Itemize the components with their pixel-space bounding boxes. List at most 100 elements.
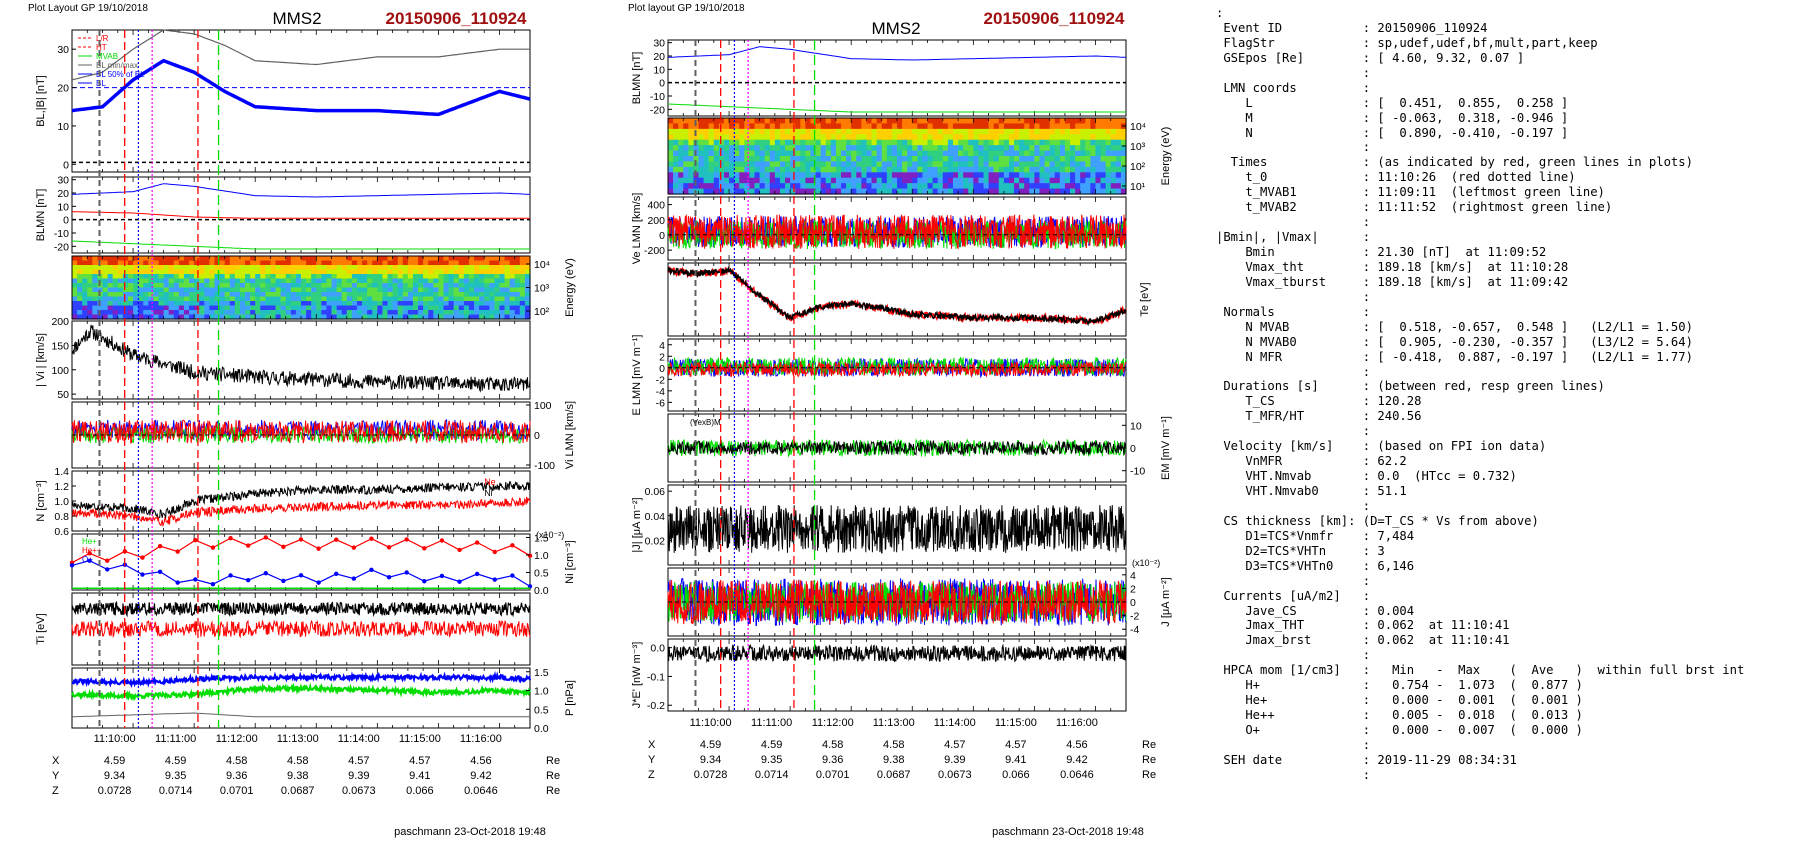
spectrogram-cell — [688, 145, 695, 152]
spectrogram-cell — [148, 265, 155, 271]
spectrogram-cell — [239, 310, 246, 316]
spectrogram-cell — [102, 310, 109, 316]
spectrogram-cell — [194, 283, 200, 289]
spectrogram-cell — [239, 278, 246, 284]
info-line: T_CS : 120.28 — [1216, 394, 1422, 409]
spectrogram-cell — [678, 183, 684, 190]
spectrogram-cell — [245, 269, 251, 275]
spectrogram-cell — [902, 172, 908, 179]
spectrogram-cell — [978, 188, 985, 195]
spectrogram-cell — [189, 274, 195, 280]
spectrogram-cell — [219, 314, 226, 320]
info-line: Vmax_tburst : 189.18 [km/s] at 11:09:42 — [1216, 274, 1569, 289]
spectrogram-cell — [321, 283, 328, 289]
spectrogram-cell — [1075, 166, 1081, 173]
spectrogram-cell — [229, 269, 236, 275]
spectrogram-cell — [397, 287, 404, 293]
spectrogram-cell — [749, 150, 756, 157]
spectrogram-cell — [143, 260, 149, 266]
spectrogram-cell — [886, 156, 893, 163]
spectrogram-cell — [270, 274, 277, 280]
spectrogram-cell — [769, 172, 776, 179]
spectrogram-cell — [326, 314, 333, 320]
spectrogram-cell — [1049, 134, 1056, 141]
spectrogram-cell — [458, 274, 465, 280]
spectrogram-cell — [362, 269, 368, 275]
spectrogram-cell — [458, 260, 465, 266]
spectrogram-cell — [805, 172, 812, 179]
y-tick-label: -2 — [656, 374, 665, 386]
spectrogram-cell — [402, 278, 409, 284]
y-tick-label: 4 — [659, 340, 665, 352]
spectrogram-cell — [112, 292, 119, 298]
spectrogram-cell — [876, 118, 883, 125]
spectrogram-cell — [438, 269, 445, 275]
spectrogram-cell — [774, 145, 781, 152]
spectrogram-cell — [270, 265, 277, 271]
spectrogram-cell — [87, 301, 93, 307]
spectrogram-cell — [1100, 177, 1107, 184]
spectrogram-cell — [835, 183, 842, 190]
spectrogram-cell — [1014, 188, 1020, 195]
spectrogram-cell — [204, 260, 210, 266]
spectrogram-cell — [825, 128, 832, 135]
spectrogram-cell — [759, 123, 766, 130]
spectrogram-cell — [453, 278, 460, 284]
spectrogram-cell — [713, 145, 720, 152]
spectrogram-cell — [734, 183, 740, 190]
spectrogram-cell — [958, 118, 964, 125]
spectrogram-cell — [759, 128, 766, 135]
spectrogram-cell — [1075, 156, 1081, 163]
spectrogram-cell — [306, 278, 312, 284]
spectrogram-cell — [72, 310, 78, 316]
spectrogram-cell — [458, 278, 465, 284]
spectrogram-cell — [372, 265, 378, 271]
spectrogram-cell — [881, 145, 888, 152]
spectrogram-cell — [143, 305, 149, 311]
info-line: N MFR : [ -0.418, 0.887, -0.197 ] (L2/L1… — [1216, 349, 1693, 364]
spectrogram-cell — [377, 287, 384, 293]
spectrogram-cell — [988, 156, 995, 163]
spectrogram-cell — [255, 269, 261, 275]
spectrogram-cell — [1049, 177, 1056, 184]
spectrogram-cell — [1085, 123, 1091, 130]
spectrogram-cell — [377, 301, 384, 307]
spectrogram-cell — [295, 274, 302, 280]
spectrogram-cell — [453, 301, 460, 307]
spectrogram-cell — [830, 123, 837, 130]
y-tick-label: 1.5 — [534, 667, 549, 679]
spectrogram-cell — [1059, 177, 1066, 184]
spectrogram-cell — [209, 283, 216, 289]
spectrogram-cell — [112, 296, 119, 302]
spectrogram-cell — [122, 296, 129, 302]
spectrogram-cell — [790, 166, 796, 173]
spectrogram-cell — [668, 172, 674, 179]
spectrogram-cell — [958, 177, 964, 184]
spectrogram-cell — [897, 156, 903, 163]
spectrogram-cell — [463, 305, 470, 311]
spectrogram-cell — [387, 278, 394, 284]
spectrogram-cell — [397, 310, 404, 316]
spectrogram-cell — [897, 123, 903, 130]
spectrogram-cell — [219, 310, 226, 316]
spectrogram-cell — [148, 260, 155, 266]
spectrogram-cell — [346, 256, 353, 262]
spectrogram-cell — [148, 278, 155, 284]
spectrogram-cell — [988, 188, 995, 195]
spectrogram-cell — [1105, 177, 1112, 184]
spectrogram-cell — [443, 274, 450, 280]
footer-credit: paschmann 23-Oct-2018 19:48 — [394, 826, 546, 838]
spectrogram-cell — [734, 150, 740, 157]
spectrogram-cell — [683, 128, 689, 135]
b-line — [71, 183, 531, 198]
position-value: 0.0714 — [159, 785, 193, 797]
spectrogram-cell — [397, 274, 404, 280]
spectrogram-cell — [153, 269, 160, 275]
position-row-label: Y — [648, 754, 656, 766]
position-value: 4.57 — [1005, 739, 1026, 751]
spectrogram-cell — [917, 183, 924, 190]
spectrogram-cell — [942, 128, 949, 135]
spectrogram-cell — [907, 161, 913, 168]
spectrogram-cell — [856, 183, 862, 190]
spectrogram-cell — [433, 296, 439, 302]
